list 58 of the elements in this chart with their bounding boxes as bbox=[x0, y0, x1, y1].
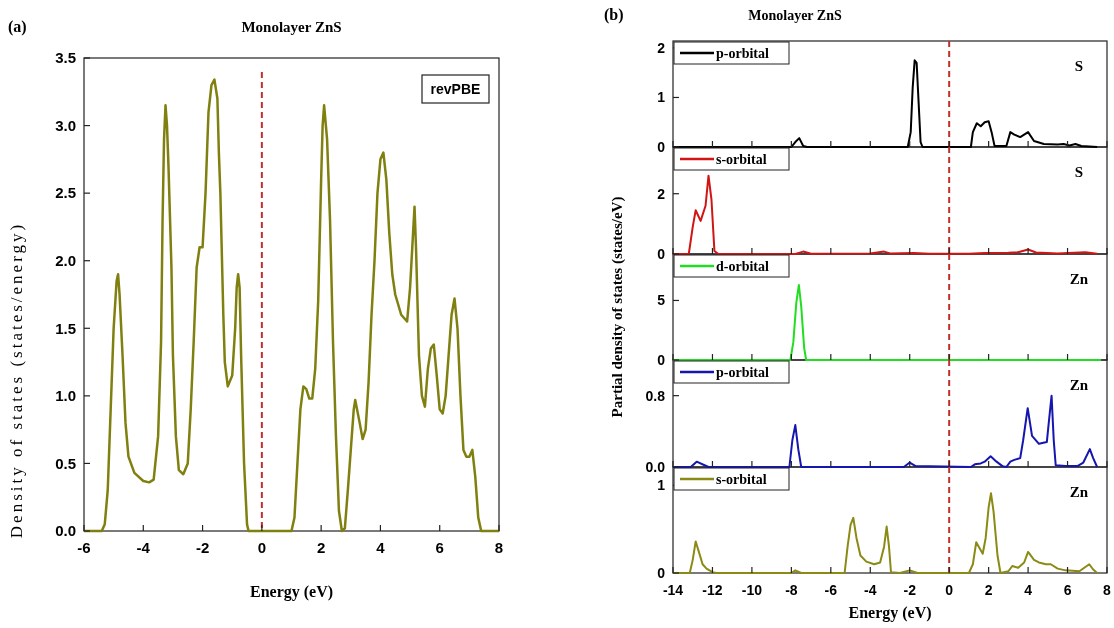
x-axis-title: Energy (eV) bbox=[848, 604, 932, 622]
y-tick-label: 0 bbox=[657, 351, 666, 368]
x-tick-label: 0 bbox=[257, 539, 267, 556]
x-tick-label: 4 bbox=[376, 539, 386, 556]
x-tick-label: -6 bbox=[824, 582, 838, 598]
legend-label: p-orbital bbox=[716, 364, 769, 380]
x-tick-label: -14 bbox=[662, 582, 684, 598]
annotation: Zn bbox=[1069, 377, 1089, 393]
y-tick-label: 0.8 bbox=[645, 387, 666, 404]
y-tick-label: 2 bbox=[657, 39, 666, 56]
legend-label: p-orbital bbox=[716, 45, 769, 61]
y-tick-label: 1 bbox=[657, 477, 666, 494]
annotation: S bbox=[1074, 58, 1084, 74]
x-tick-label: 2 bbox=[316, 539, 326, 556]
text: (b) bbox=[604, 6, 624, 24]
chart-title: Monolayer ZnS bbox=[748, 8, 842, 23]
y-tick-label: 0 bbox=[657, 138, 666, 155]
x-tick-label: -8 bbox=[785, 582, 798, 598]
annotation: Zn bbox=[1069, 484, 1089, 500]
x-tick-label: -12 bbox=[702, 582, 723, 598]
y-tick-label: 0 bbox=[657, 245, 666, 262]
legend-label: s-orbital bbox=[716, 471, 767, 487]
annotation: revPBE bbox=[430, 80, 481, 97]
chart-title: Monolayer ZnS bbox=[241, 19, 342, 35]
y-tick-label: 0 bbox=[657, 564, 666, 581]
legend-label: d-orbital bbox=[716, 258, 769, 274]
y-tick-label: 2.5 bbox=[55, 184, 76, 202]
x-tick-label: -4 bbox=[136, 539, 151, 556]
y-tick-label: 0.0 bbox=[55, 522, 76, 540]
y-axis-title: Density of states (states/energy) bbox=[7, 221, 26, 539]
x-tick-label: 4 bbox=[1024, 582, 1033, 598]
x-tick-label: 8 bbox=[1103, 582, 1112, 598]
x-tick-label: 2 bbox=[984, 582, 993, 598]
y-tick-label: 3.5 bbox=[55, 49, 76, 67]
y-tick-label: 1 bbox=[657, 89, 666, 106]
x-tick-label: -4 bbox=[864, 582, 877, 598]
y-tick-label: 1.0 bbox=[55, 387, 76, 405]
x-tick-label: 0 bbox=[945, 582, 954, 598]
x-tick-label: 8 bbox=[494, 539, 504, 556]
y-tick-label: 2 bbox=[657, 185, 666, 202]
y-tick-label: 5 bbox=[657, 292, 666, 309]
y-axis-title: Partial density of states (states/eV) bbox=[609, 196, 626, 418]
annotation: S bbox=[1074, 164, 1084, 180]
y-tick-label: 0.0 bbox=[645, 458, 666, 475]
y-tick-label: 2.0 bbox=[55, 251, 76, 269]
x-axis-title: Energy (eV) bbox=[249, 583, 334, 601]
y-tick-label: 0.5 bbox=[55, 454, 76, 472]
x-tick-label: -10 bbox=[741, 582, 763, 598]
x-tick-label: -2 bbox=[195, 539, 210, 556]
x-tick-label: 6 bbox=[1063, 582, 1072, 598]
annotation: Zn bbox=[1069, 271, 1089, 287]
x-tick-label: -6 bbox=[77, 539, 91, 556]
legend-label: s-orbital bbox=[716, 151, 767, 167]
text: (a) bbox=[8, 18, 27, 36]
y-tick-label: 3.0 bbox=[55, 116, 76, 134]
x-tick-label: 6 bbox=[435, 539, 444, 556]
x-tick-label: -2 bbox=[903, 582, 917, 598]
y-tick-label: 1.5 bbox=[55, 319, 76, 337]
